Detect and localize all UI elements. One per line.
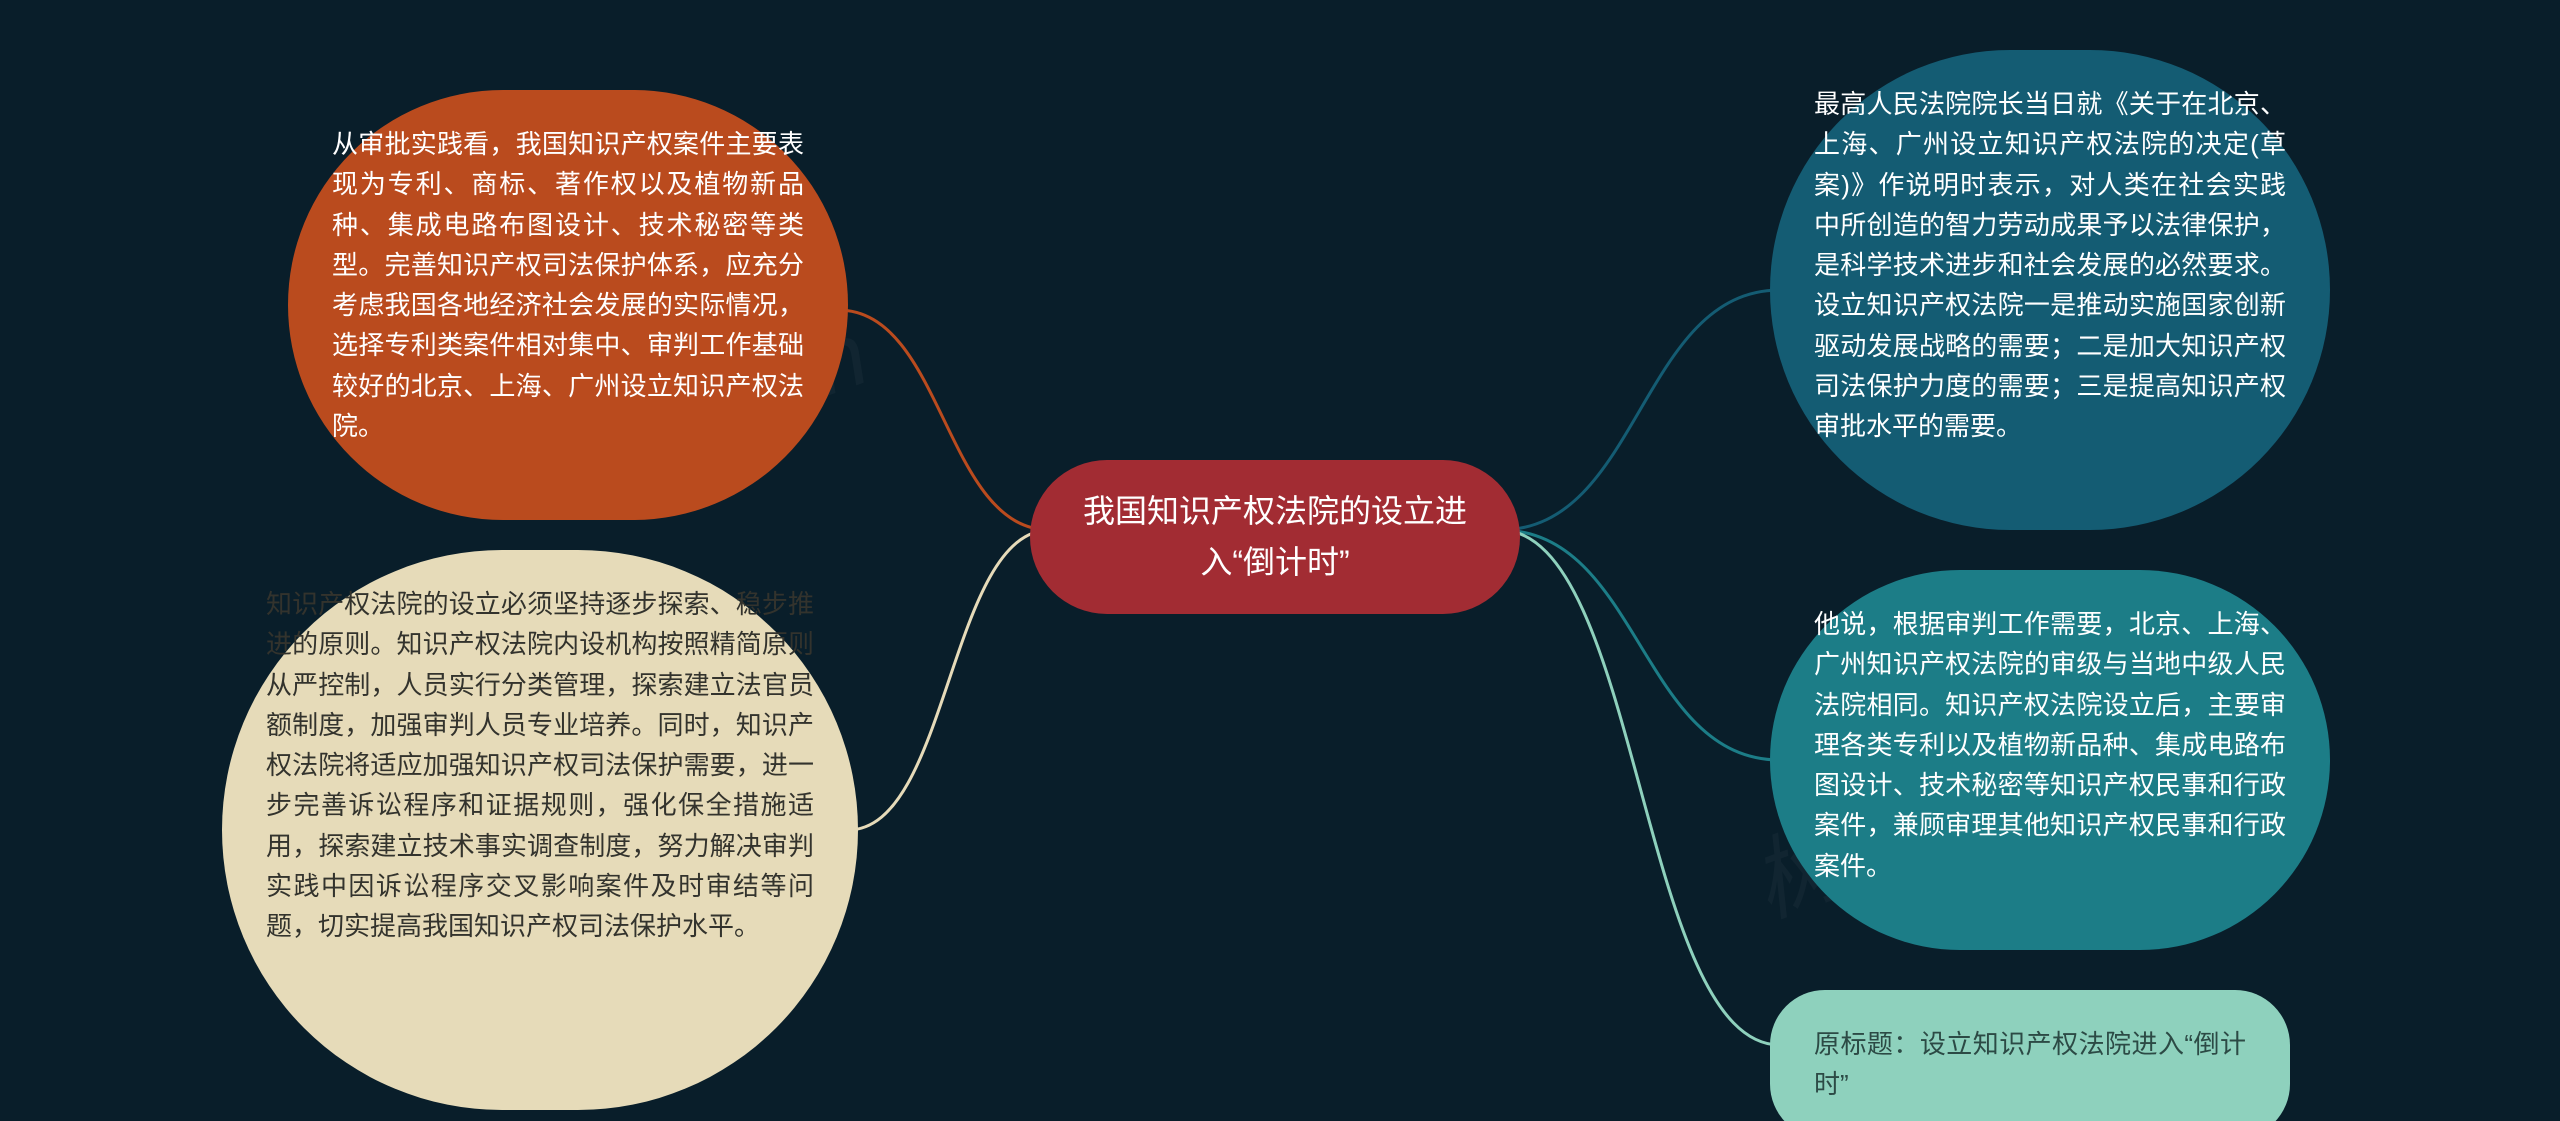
branch-node-top-left: 从审批实践看，我国知识产权案件主要表现为专利、商标、著作权以及植物新品种、集成电… [288, 90, 848, 520]
branch-node-mid-right: 他说，根据审判工作需要，北京、上海、广州知识产权法院的审级与当地中级人民法院相同… [1770, 570, 2330, 950]
branch-node-bottom-left: 知识产权法院的设立必须坚持逐步探索、稳步推进的原则。知识产权法院内设机构按照精简… [222, 550, 858, 1110]
central-node: 我国知识产权法院的设立进入“倒计时” [1030, 460, 1520, 614]
connector-top-right [1500, 290, 1780, 530]
connector-bottom-left [848, 530, 1050, 830]
connector-top-left [838, 310, 1050, 530]
branch-node-top-right: 最高人民法院院长当日就《关于在北京、上海、广州设立知识产权法院的决定(草案)》作… [1770, 50, 2330, 530]
connector-mid-right [1500, 530, 1780, 760]
branch-node-bottom-right: 原标题：设立知识产权法院进入“倒计时” [1770, 990, 2290, 1121]
connector-bottom-right [1500, 530, 1780, 1045]
